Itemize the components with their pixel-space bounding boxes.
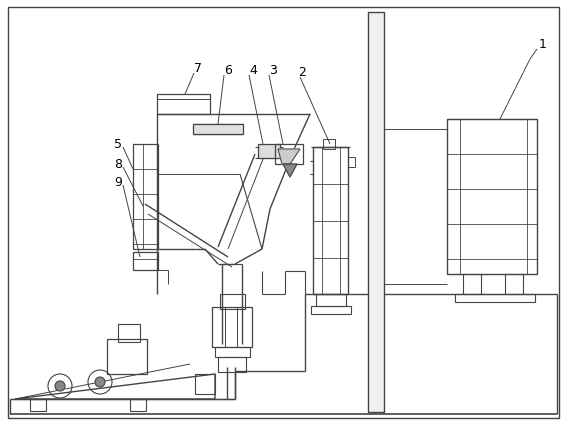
Bar bbox=[215, 347, 250, 357]
Text: 2: 2 bbox=[298, 65, 306, 78]
Text: 4: 4 bbox=[249, 63, 257, 76]
Bar bbox=[316, 294, 346, 306]
Text: 6: 6 bbox=[224, 63, 232, 76]
Polygon shape bbox=[278, 150, 300, 164]
Bar bbox=[313, 148, 348, 294]
Bar bbox=[463, 274, 481, 294]
Bar bbox=[212, 307, 252, 347]
Bar bbox=[195, 374, 215, 394]
Bar bbox=[133, 253, 158, 271]
Text: 7: 7 bbox=[194, 61, 202, 74]
Text: 1: 1 bbox=[539, 38, 547, 52]
Bar bbox=[193, 125, 243, 135]
Bar bbox=[218, 357, 246, 372]
Bar bbox=[130, 399, 146, 411]
Text: 3: 3 bbox=[269, 63, 277, 76]
Text: 5: 5 bbox=[114, 138, 122, 151]
Bar bbox=[118, 324, 140, 342]
Bar bbox=[107, 339, 147, 374]
Bar bbox=[455, 294, 535, 302]
Bar bbox=[30, 399, 46, 411]
Bar bbox=[368, 13, 384, 412]
Bar bbox=[275, 145, 303, 164]
Circle shape bbox=[55, 381, 65, 391]
Bar bbox=[220, 294, 245, 309]
Text: 8: 8 bbox=[114, 158, 122, 171]
Text: 9: 9 bbox=[114, 176, 122, 189]
Bar bbox=[323, 140, 335, 150]
Circle shape bbox=[95, 377, 105, 387]
Bar bbox=[311, 306, 351, 314]
Bar bbox=[505, 274, 523, 294]
Bar bbox=[258, 145, 280, 158]
Bar bbox=[447, 120, 537, 274]
Bar bbox=[133, 145, 158, 249]
Polygon shape bbox=[283, 164, 297, 178]
